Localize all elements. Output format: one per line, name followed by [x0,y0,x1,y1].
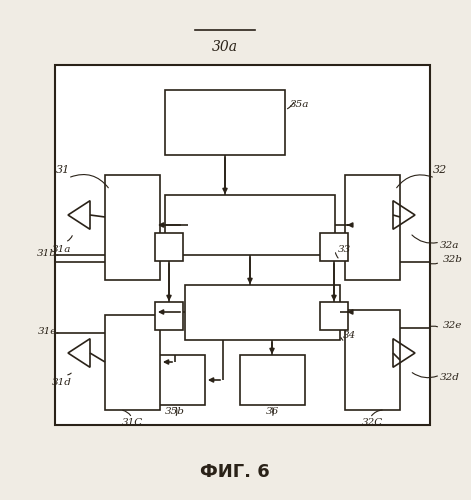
Text: 31a: 31a [52,245,72,254]
Bar [165,90,285,155]
Text: 30a: 30a [212,40,238,54]
Bar [155,302,183,330]
Text: 31d: 31d [52,378,72,387]
Text: 35b: 35b [165,407,185,416]
Text: 34: 34 [343,330,356,340]
Bar [155,233,183,261]
Text: 32: 32 [433,165,447,175]
Bar [320,302,348,330]
Text: 35a: 35a [290,100,309,109]
Text: 31: 31 [56,165,70,175]
Bar [165,195,335,255]
Bar [185,285,340,340]
Text: 32C: 32C [361,418,382,427]
Text: 32e: 32e [443,322,463,330]
Bar [345,175,400,280]
Text: 33: 33 [338,246,351,254]
Text: 31b: 31b [37,248,57,258]
Text: 36: 36 [265,407,279,416]
Text: 31C: 31C [122,418,143,427]
Text: 32d: 32d [440,374,460,382]
Text: 32a: 32a [440,240,459,250]
Bar [105,315,160,410]
Text: 32b: 32b [443,256,463,264]
Bar [320,233,348,261]
Text: ФИГ. 6: ФИГ. 6 [200,463,270,481]
Bar [55,65,430,425]
Bar [345,310,400,410]
Bar [240,355,305,405]
Bar [105,175,160,280]
Text: 31e: 31e [38,326,57,336]
Bar [145,355,205,405]
